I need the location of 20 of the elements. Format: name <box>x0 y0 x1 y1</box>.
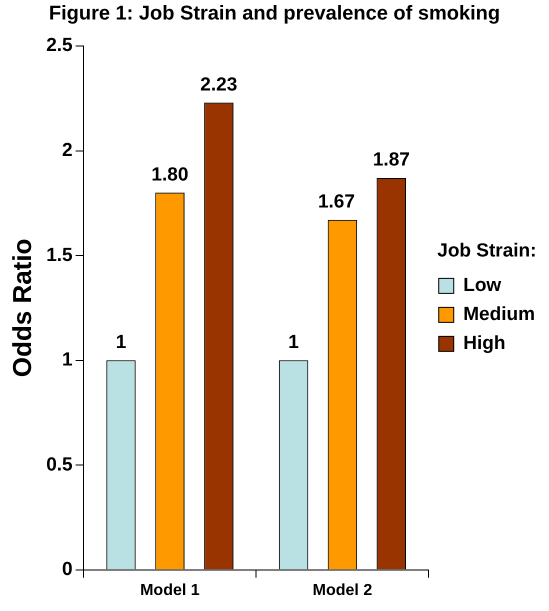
y-tick-label: 0 <box>62 559 73 580</box>
legend-label: Low <box>463 275 502 296</box>
x-tick-label: Model 1 <box>140 582 200 599</box>
x-tick-label: Model 2 <box>312 582 372 599</box>
legend-title: Job Strain: <box>437 240 536 262</box>
data-label: 2.23 <box>200 74 238 96</box>
legend-label: Medium <box>463 304 535 326</box>
y-tick-label: 2.5 <box>46 35 74 56</box>
y-tick-label: 1.5 <box>46 244 74 266</box>
data-label: 1.67 <box>318 192 355 213</box>
data-label: 1.87 <box>372 150 410 171</box>
y-tick-label: 2 <box>62 140 73 161</box>
y-axis-title: Odds Ratio <box>6 238 37 378</box>
data-label: 1 <box>288 332 300 354</box>
y-tick-label: 0.5 <box>46 454 74 476</box>
chart-title: Figure 1: Job Strain and prevalence of smoking <box>48 2 500 25</box>
data-label: 1 <box>116 332 127 354</box>
legend-label: High <box>463 333 506 354</box>
data-label: 1.80 <box>151 164 188 186</box>
y-tick-label: 1 <box>62 350 74 371</box>
